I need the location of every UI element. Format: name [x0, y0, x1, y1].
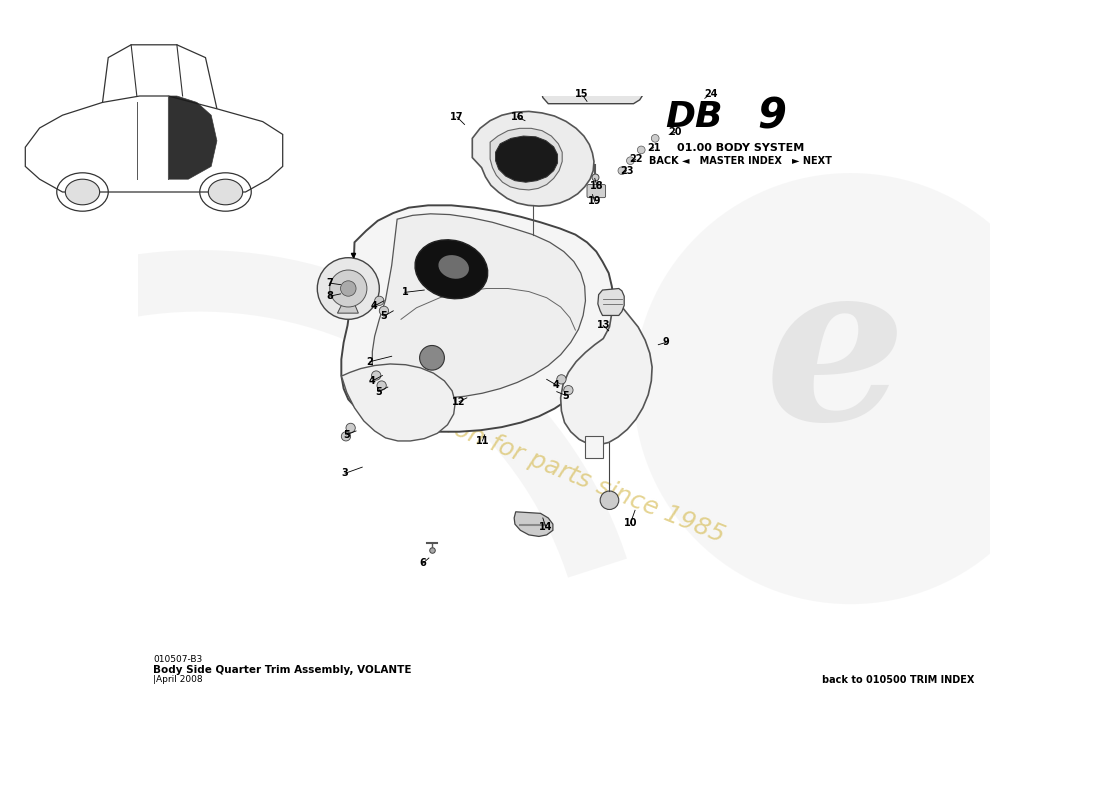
- Text: 11: 11: [475, 436, 490, 446]
- Circle shape: [564, 386, 573, 394]
- Text: 17: 17: [450, 112, 463, 122]
- Text: 13: 13: [596, 321, 611, 330]
- Text: 4: 4: [368, 376, 376, 386]
- Circle shape: [627, 157, 635, 165]
- Text: 4: 4: [371, 302, 377, 311]
- Text: 15: 15: [575, 89, 589, 98]
- Ellipse shape: [415, 240, 487, 298]
- Text: e: e: [764, 250, 905, 466]
- Text: 010507-B3: 010507-B3: [153, 655, 202, 664]
- Circle shape: [618, 167, 626, 174]
- Text: 5: 5: [375, 386, 382, 397]
- Circle shape: [317, 258, 379, 319]
- Text: back to 010500 TRIM INDEX: back to 010500 TRIM INDEX: [822, 674, 975, 685]
- Circle shape: [637, 146, 645, 154]
- Circle shape: [419, 346, 444, 370]
- Polygon shape: [372, 214, 585, 398]
- Text: 6: 6: [419, 558, 426, 568]
- Polygon shape: [514, 512, 553, 537]
- FancyBboxPatch shape: [587, 185, 606, 198]
- Polygon shape: [341, 206, 614, 432]
- Text: 21: 21: [647, 142, 660, 153]
- Text: 14: 14: [539, 522, 552, 532]
- Polygon shape: [0, 250, 627, 697]
- Polygon shape: [472, 111, 594, 206]
- Text: 7: 7: [327, 278, 333, 288]
- Circle shape: [341, 281, 356, 296]
- Text: 5: 5: [563, 390, 570, 401]
- Circle shape: [379, 306, 388, 315]
- Polygon shape: [597, 289, 624, 315]
- Circle shape: [634, 173, 1067, 604]
- Text: 22: 22: [629, 154, 642, 164]
- Text: 18: 18: [591, 181, 604, 191]
- Polygon shape: [168, 96, 217, 179]
- Text: BACK ◄   MASTER INDEX   ► NEXT: BACK ◄ MASTER INDEX ► NEXT: [649, 157, 832, 166]
- Text: a passion for parts since 1985: a passion for parts since 1985: [368, 384, 728, 547]
- Ellipse shape: [439, 255, 469, 278]
- Text: 3: 3: [342, 468, 349, 478]
- Circle shape: [372, 371, 381, 380]
- Ellipse shape: [208, 179, 243, 205]
- Ellipse shape: [65, 179, 100, 205]
- Text: 1: 1: [402, 287, 408, 298]
- Circle shape: [375, 296, 384, 306]
- Polygon shape: [585, 436, 603, 458]
- Polygon shape: [495, 136, 558, 182]
- Text: 4: 4: [552, 380, 560, 390]
- Polygon shape: [338, 304, 359, 313]
- Circle shape: [651, 134, 659, 142]
- Text: 12: 12: [452, 397, 466, 406]
- Polygon shape: [540, 77, 645, 104]
- Text: 23: 23: [619, 166, 634, 176]
- Circle shape: [346, 423, 355, 433]
- Polygon shape: [341, 364, 455, 441]
- Circle shape: [377, 381, 386, 390]
- Text: 5: 5: [381, 311, 387, 322]
- Text: 19: 19: [588, 197, 602, 206]
- Text: 24: 24: [704, 89, 717, 98]
- Circle shape: [557, 374, 566, 384]
- Polygon shape: [491, 128, 562, 190]
- Text: 2: 2: [366, 357, 373, 366]
- Text: 9: 9: [662, 338, 670, 347]
- Polygon shape: [561, 294, 652, 445]
- Circle shape: [601, 491, 619, 510]
- Circle shape: [330, 270, 367, 307]
- Text: 8: 8: [327, 291, 333, 301]
- Text: |April 2008: |April 2008: [153, 675, 202, 684]
- Text: 5: 5: [343, 430, 350, 440]
- Text: 9: 9: [758, 95, 786, 138]
- Text: 16: 16: [510, 112, 524, 122]
- Text: Body Side Quarter Trim Assembly, VOLANTE: Body Side Quarter Trim Assembly, VOLANTE: [153, 665, 411, 674]
- Text: 01.00 BODY SYSTEM: 01.00 BODY SYSTEM: [676, 142, 804, 153]
- Text: 10: 10: [624, 518, 637, 528]
- Circle shape: [341, 432, 351, 441]
- Text: DB: DB: [666, 100, 723, 134]
- Text: 20: 20: [669, 127, 682, 137]
